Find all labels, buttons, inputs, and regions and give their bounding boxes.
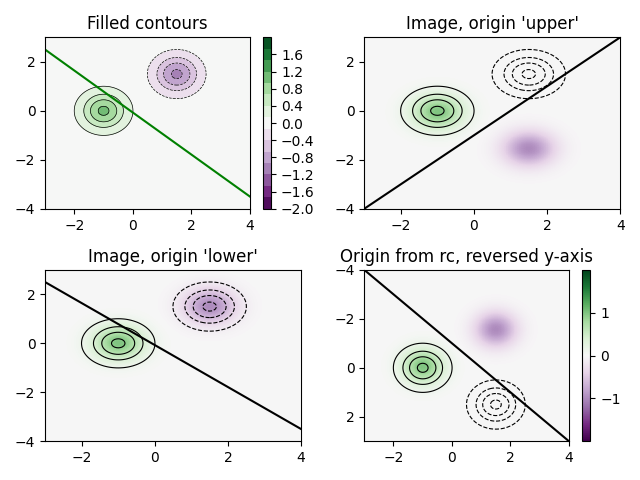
- Title: Origin from rc, reversed y-axis: Origin from rc, reversed y-axis: [340, 248, 593, 265]
- Title: Image, origin 'upper': Image, origin 'upper': [406, 15, 579, 33]
- Title: Filled contours: Filled contours: [87, 15, 208, 33]
- Title: Image, origin 'lower': Image, origin 'lower': [88, 248, 258, 265]
